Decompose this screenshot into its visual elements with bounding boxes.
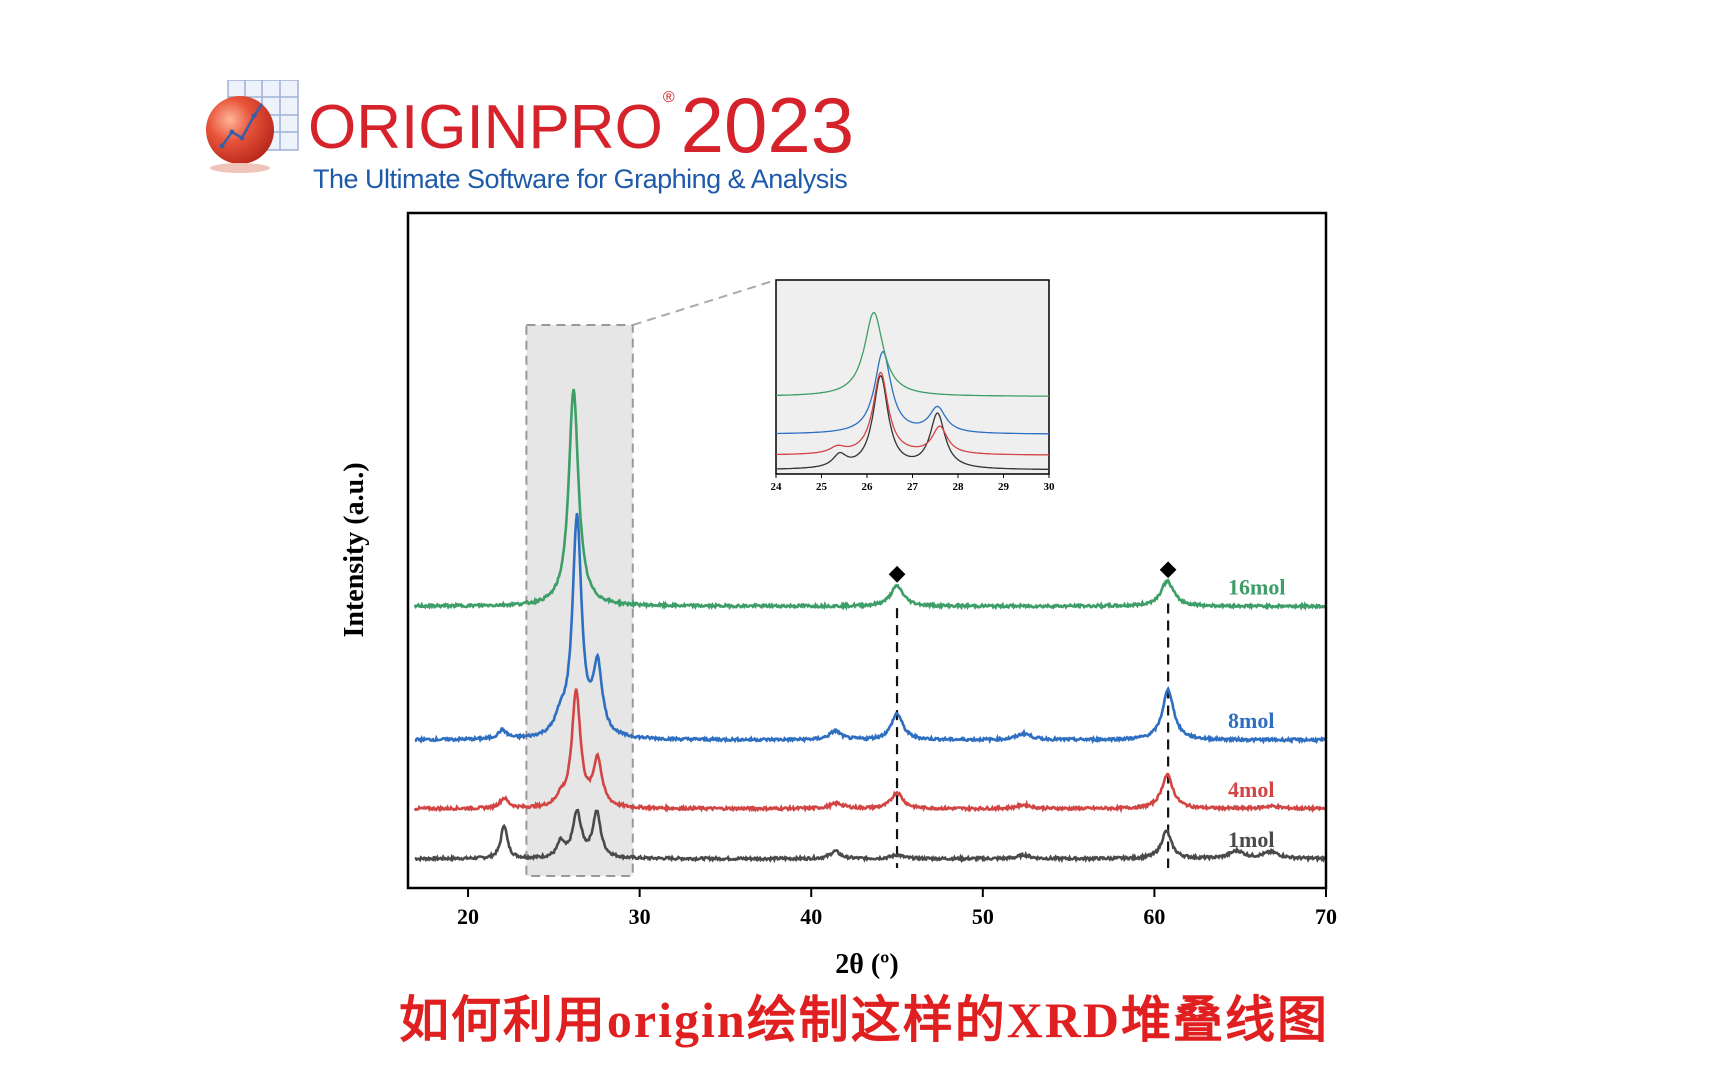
inset-series-line-4mol (776, 371, 1049, 456)
series-labels: 1mol 4mol 8mol 16mol (1228, 574, 1285, 852)
x-tick-label: 70 (1315, 904, 1337, 929)
x-axis-ticks: 20 30 40 50 60 70 (457, 888, 1337, 929)
diamond-marker: ◆ (889, 561, 906, 586)
inset-x-tick-label: 28 (953, 481, 965, 493)
series-line-1mol (414, 808, 1328, 864)
inset-x-tick-label: 29 (998, 481, 1010, 493)
diamond-marker: ◆ (1160, 557, 1177, 582)
series-label-1mol: 1mol (1228, 827, 1274, 852)
inset-series-line-8mol (776, 351, 1049, 435)
reference-lines (895, 603, 1170, 868)
inset-x-tick-label: 25 (816, 481, 828, 493)
inset-series-lines (776, 311, 1050, 471)
series-line-16mol (413, 388, 1327, 612)
x-axis-label: 2θ (º) (835, 949, 899, 980)
y-axis-label: Intensity (a.u.) (339, 462, 370, 637)
series-label-4mol: 4mol (1228, 777, 1274, 802)
inset-x-tick-label: 27 (907, 481, 919, 493)
video-caption: 如何利用origin绘制这样的XRD堆叠线图 (398, 992, 1330, 1048)
x-tick-label: 30 (629, 904, 651, 929)
x-tick-label: 60 (1143, 904, 1165, 929)
logo-brand-name: ORIGINPRO®2023 (308, 82, 854, 164)
inset-series-line-1mol (776, 374, 1050, 471)
inset-x-tick-label: 30 (1044, 481, 1056, 493)
series-label-16mol: 16mol (1228, 574, 1285, 599)
originpro-logo: ORIGINPRO®2023 The Ultimate Software for… (200, 80, 880, 210)
x-tick-label: 50 (972, 904, 994, 929)
logo-brand-text: ORIGINPRO (308, 93, 663, 162)
series-lines (413, 388, 1328, 864)
peak-markers: ◆ ◆ (889, 557, 1177, 587)
logo-year: 2023 (680, 81, 855, 169)
inset-x-axis-ticks: 24 25 26 27 28 29 30 (771, 474, 1056, 493)
logo-tagline: The Ultimate Software for Graphing & Ana… (313, 164, 848, 194)
logo-registered-mark: ® (662, 89, 675, 106)
inset-connector-line (632, 279, 777, 326)
inset-series-line-16mol (776, 311, 1049, 397)
inset-x-tick-label: 24 (771, 481, 783, 493)
x-tick-label: 20 (457, 904, 479, 929)
x-tick-label: 40 (800, 904, 822, 929)
series-label-8mol: 8mol (1228, 708, 1274, 733)
series-line-4mol (413, 688, 1327, 814)
zoom-inset: 24 25 26 27 28 29 30 (771, 279, 1056, 493)
inset-x-tick-label: 26 (862, 481, 874, 493)
series-line-8mol (414, 512, 1327, 745)
plot-frame (406, 211, 1328, 890)
inset-frame (775, 279, 1050, 475)
origin-graph-globe-icon (206, 80, 299, 173)
